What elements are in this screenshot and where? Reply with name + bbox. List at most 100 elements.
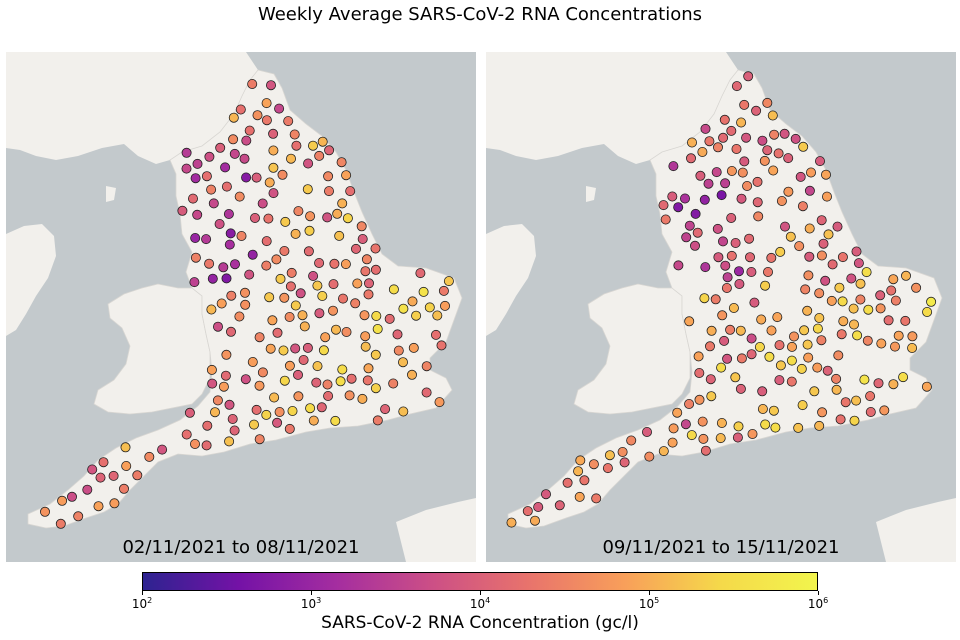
sampling-site-marker bbox=[272, 417, 283, 428]
sampling-site-marker bbox=[757, 386, 768, 397]
sampling-site-marker bbox=[226, 290, 237, 301]
sampling-site-marker bbox=[261, 409, 272, 420]
sampling-site-marker bbox=[764, 351, 775, 362]
sampling-site-marker bbox=[346, 373, 357, 384]
sampling-site-marker bbox=[720, 260, 731, 271]
sampling-site-marker bbox=[223, 208, 234, 219]
sampling-site-marker bbox=[840, 397, 851, 408]
sampling-site-marker bbox=[786, 376, 797, 387]
sampling-site-marker bbox=[721, 282, 732, 293]
england-land bbox=[507, 69, 943, 529]
sampling-site-marker bbox=[735, 325, 746, 336]
sampling-site-marker bbox=[82, 484, 93, 495]
sampling-site-marker bbox=[733, 266, 744, 277]
sampling-site-marker bbox=[712, 223, 723, 234]
sampling-site-marker bbox=[189, 277, 200, 288]
sampling-site-marker bbox=[209, 407, 220, 418]
sampling-site-marker bbox=[274, 406, 285, 417]
sampling-site-marker bbox=[831, 373, 842, 384]
sampling-site-marker bbox=[207, 273, 218, 284]
sampling-site-marker bbox=[826, 295, 837, 306]
sampling-site-marker bbox=[225, 228, 236, 239]
sampling-site-marker bbox=[418, 286, 429, 297]
sampling-site-marker bbox=[744, 252, 755, 263]
sampling-site-marker bbox=[660, 214, 671, 225]
sampling-site-marker bbox=[816, 215, 827, 226]
sampling-site-marker bbox=[716, 190, 727, 201]
isle-of-man-land bbox=[106, 186, 116, 202]
sampling-site-marker bbox=[700, 123, 711, 134]
sampling-site-marker bbox=[783, 186, 794, 197]
sampling-site-marker bbox=[299, 321, 310, 332]
sampling-site-marker bbox=[817, 407, 828, 418]
sampling-site-marker bbox=[257, 198, 268, 209]
sampling-site-marker bbox=[837, 296, 848, 307]
sampling-site-marker bbox=[204, 258, 215, 269]
sampling-site-marker bbox=[87, 464, 98, 475]
sampling-site-marker bbox=[370, 383, 381, 394]
sampling-site-marker bbox=[257, 367, 268, 378]
sampling-site-marker bbox=[853, 258, 864, 269]
sampling-site-marker bbox=[312, 280, 323, 291]
sampling-site-marker bbox=[224, 436, 235, 447]
sampling-site-marker bbox=[225, 326, 236, 337]
sampling-site-marker bbox=[754, 341, 765, 352]
sampling-site-marker bbox=[658, 446, 669, 457]
sampling-site-marker bbox=[533, 501, 544, 512]
sampling-site-marker bbox=[802, 305, 813, 316]
sampling-site-marker bbox=[267, 315, 278, 326]
sampling-site-marker bbox=[694, 394, 705, 405]
sampling-site-marker bbox=[907, 342, 918, 353]
sampling-site-marker bbox=[356, 221, 367, 232]
sampling-site-marker bbox=[855, 294, 866, 305]
sampling-site-marker bbox=[439, 300, 450, 311]
sampling-site-marker bbox=[304, 225, 315, 236]
sampling-site-marker bbox=[119, 483, 130, 494]
sampling-site-marker bbox=[177, 205, 188, 216]
sampling-site-marker bbox=[775, 360, 786, 371]
sampling-site-marker bbox=[360, 341, 371, 352]
sampling-site-marker bbox=[863, 304, 874, 315]
sampling-site-marker bbox=[317, 290, 328, 301]
sampling-site-marker bbox=[768, 165, 779, 176]
sampling-site-marker bbox=[921, 381, 932, 392]
sampling-site-marker bbox=[274, 103, 285, 114]
sampling-site-marker bbox=[388, 284, 399, 295]
sampling-site-marker bbox=[228, 112, 239, 123]
sampling-site-marker bbox=[562, 477, 573, 488]
sampling-site-marker bbox=[823, 229, 834, 240]
sampling-site-marker bbox=[312, 361, 323, 372]
sampling-site-marker bbox=[268, 128, 279, 139]
sampling-site-marker bbox=[221, 181, 232, 192]
sampling-site-marker bbox=[876, 338, 887, 349]
wales-land bbox=[573, 283, 691, 415]
sampling-site-marker bbox=[776, 195, 787, 206]
sampling-site-marker bbox=[685, 153, 696, 164]
colorbar-tick-label: 105 bbox=[638, 596, 660, 611]
sampling-site-marker bbox=[886, 285, 897, 296]
sampling-site-marker bbox=[327, 305, 338, 316]
sampling-site-marker bbox=[342, 213, 353, 224]
sampling-site-marker bbox=[287, 405, 298, 416]
sampling-site-marker bbox=[732, 432, 743, 443]
sampling-site-marker bbox=[730, 237, 741, 248]
sampling-site-marker bbox=[898, 372, 909, 383]
sampling-site-marker bbox=[619, 457, 630, 468]
sampling-site-marker bbox=[804, 251, 815, 262]
sampling-site-marker bbox=[794, 241, 805, 252]
sampling-site-marker bbox=[265, 80, 276, 91]
sampling-site-marker bbox=[361, 254, 372, 265]
sampling-site-marker bbox=[779, 128, 790, 139]
sampling-site-marker bbox=[602, 463, 613, 474]
sampling-site-marker bbox=[218, 262, 229, 273]
sampling-site-marker bbox=[684, 398, 695, 409]
sampling-site-marker bbox=[641, 426, 652, 437]
sampling-site-marker bbox=[889, 341, 900, 352]
sampling-site-marker bbox=[716, 362, 727, 373]
sampling-site-marker bbox=[362, 375, 373, 386]
sampling-site-marker bbox=[269, 392, 280, 403]
sampling-site-marker bbox=[737, 167, 748, 178]
sampling-site-marker bbox=[719, 114, 730, 125]
sampling-site-marker bbox=[522, 506, 533, 517]
sampling-site-marker bbox=[292, 369, 303, 380]
